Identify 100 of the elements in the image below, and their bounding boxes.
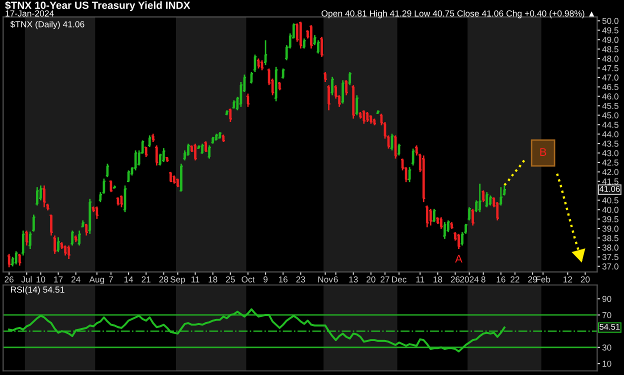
candlestick [278, 81, 281, 91]
candlestick [229, 108, 232, 123]
y-tick-label: 90 [602, 296, 612, 302]
candlestick [25, 230, 28, 246]
y-tick-label: 48.0 [602, 56, 618, 62]
candlestick [352, 84, 355, 120]
x-tick-label: 13 [349, 276, 358, 282]
y-tick-label: 38.0 [602, 244, 618, 251]
x-tick-label: Feb [536, 276, 550, 282]
annotation: B [540, 148, 546, 156]
candlestick [246, 92, 250, 108]
x-tick-label: 20 [580, 276, 590, 282]
x-tick-label: Dec [392, 276, 406, 282]
candlestick [124, 184, 126, 213]
y-tick-label: 39.5 [602, 216, 618, 222]
candlestick [342, 80, 344, 104]
y-tick-label: 44.5 [602, 122, 618, 128]
candlestick [356, 94, 358, 116]
candlestick [296, 22, 298, 42]
x-tick-label: 23 [296, 276, 306, 282]
y-tick-label: 50.0 [602, 18, 618, 24]
candlestick [144, 146, 148, 158]
y-tick-label: 43.0 [602, 150, 618, 156]
x-tick-label: 28 [159, 276, 168, 282]
x-tick-label: 18 [208, 276, 218, 282]
candlestick [282, 68, 284, 80]
y-tick-label: 42.0 [602, 168, 618, 176]
text: 54.51 [600, 324, 620, 330]
x-tick-label: 20 [366, 276, 376, 282]
x-tick-label: 26 [450, 276, 460, 282]
y-tick-label: 41.5 [602, 178, 618, 185]
candlestick [432, 208, 436, 223]
x-tick-label: 17 [54, 276, 63, 282]
candlestick [482, 190, 485, 203]
y-tick-label: 40.0 [602, 206, 618, 213]
x-tick-label: 25 [226, 276, 235, 282]
candlestick [22, 230, 24, 256]
candlestick [127, 170, 130, 183]
candlestick [370, 114, 372, 124]
chart-title: $TNX 10-Year US Treasury Yield INDX [5, 1, 190, 12]
y-tick-label: 46.0 [602, 93, 618, 100]
candlestick [362, 110, 366, 124]
x-tick-label: 21 [142, 276, 150, 282]
candlestick [390, 133, 394, 152]
candlestick [162, 147, 165, 163]
line-series [8, 308, 506, 352]
x-tick-label: Jul [21, 276, 32, 282]
x-tick-label: Sep [170, 276, 186, 284]
candlestick [500, 186, 502, 206]
annotation: RSI(14) 54.51 [10, 286, 64, 294]
y-tick-label: 47.0 [602, 74, 618, 81]
y-tick-label: 48.5 [602, 46, 618, 52]
x-tick-label: 16 [278, 276, 288, 282]
candlestick [254, 54, 256, 73]
candlestick [148, 134, 151, 148]
x-tick-label: 9 [264, 276, 268, 282]
y-tick-label: 46.5 [602, 84, 618, 90]
candlestick [366, 111, 369, 123]
candlestick [28, 230, 32, 250]
candlestick [14, 250, 18, 266]
x-tick-label: 24 [71, 276, 80, 282]
candlestick [134, 150, 137, 172]
candlestick [426, 204, 428, 228]
x-tick-label: 2024 [460, 276, 479, 282]
y-tick-label: 39.0 [602, 226, 618, 232]
y-tick-label: 10 [602, 360, 612, 367]
x-tick-label: 10 [36, 276, 46, 282]
candlestick [429, 208, 432, 226]
candlestick [398, 143, 400, 156]
candlestick [18, 253, 21, 266]
y-tick-label: 43.5 [602, 140, 618, 147]
candlestick [8, 253, 10, 268]
candlestick [110, 180, 112, 193]
x-tick-label: 27 [380, 276, 390, 282]
x-tick-label: Aug [89, 276, 104, 284]
candlestick [408, 166, 411, 183]
candlestick [218, 131, 222, 140]
candlestick [106, 163, 109, 178]
y-tick-label: 45.0 [602, 112, 618, 118]
candlestick [496, 201, 499, 222]
y-tick-label: 44.0 [602, 131, 618, 138]
y-tick-label: 37.0 [602, 263, 618, 270]
candlestick [486, 191, 488, 208]
y-tick-label: 37.5 [602, 254, 618, 260]
x-tick-label: 11 [191, 276, 200, 282]
chart-subtitle: 17-Jan-2024 [6, 10, 54, 17]
x-tick-label: 12 [564, 276, 572, 282]
candlestick [274, 66, 278, 102]
x-tick-label: 11 [416, 276, 424, 282]
annotation: Open 40.81 High 41.29 Low 40.75 Close 41.06 Chg +0.40 (+0.98%) ▲ [322, 10, 594, 18]
y-tick-label: 47.5 [602, 65, 618, 72]
candlestick [88, 198, 92, 235]
candlestick [412, 148, 414, 166]
x-tick-label: 8 [481, 276, 486, 282]
candlestick [264, 40, 267, 66]
text: 41.06 [599, 186, 620, 192]
candlestick [348, 71, 352, 86]
x-tick-label: 7 [109, 276, 113, 282]
x-tick-label: 14 [124, 276, 134, 282]
candlestick [422, 154, 425, 203]
